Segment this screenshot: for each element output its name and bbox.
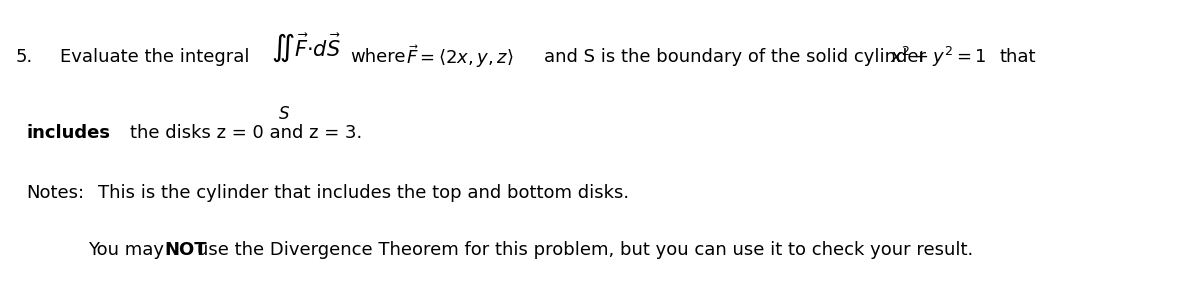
Text: $\vec{F}=\langle 2x,y,z\rangle$: $\vec{F}=\langle 2x,y,z\rangle$: [406, 43, 514, 70]
Text: NOT: NOT: [164, 241, 208, 259]
Text: This is the cylinder that includes the top and bottom disks.: This is the cylinder that includes the t…: [98, 184, 630, 202]
Text: and S is the boundary of the solid cylinder: and S is the boundary of the solid cylin…: [544, 48, 925, 66]
Text: that: that: [1000, 48, 1036, 66]
Text: $x^2+y^2=1$: $x^2+y^2=1$: [890, 45, 986, 69]
Text: Notes:: Notes:: [26, 184, 84, 202]
Text: 5.: 5.: [16, 48, 32, 66]
Text: where: where: [350, 48, 406, 66]
Text: the disks z = 0 and z = 3.: the disks z = 0 and z = 3.: [130, 124, 362, 143]
Text: $\iint \vec{F}{\cdot}d\vec{S}$: $\iint \vec{F}{\cdot}d\vec{S}$: [271, 32, 341, 64]
Text: includes: includes: [26, 124, 110, 143]
Text: You may: You may: [88, 241, 169, 259]
Text: use the Divergence Theorem for this problem, but you can use it to check your re: use the Divergence Theorem for this prob…: [197, 241, 973, 259]
Text: Evaluate the integral: Evaluate the integral: [60, 48, 250, 66]
Text: $S$: $S$: [278, 105, 290, 123]
